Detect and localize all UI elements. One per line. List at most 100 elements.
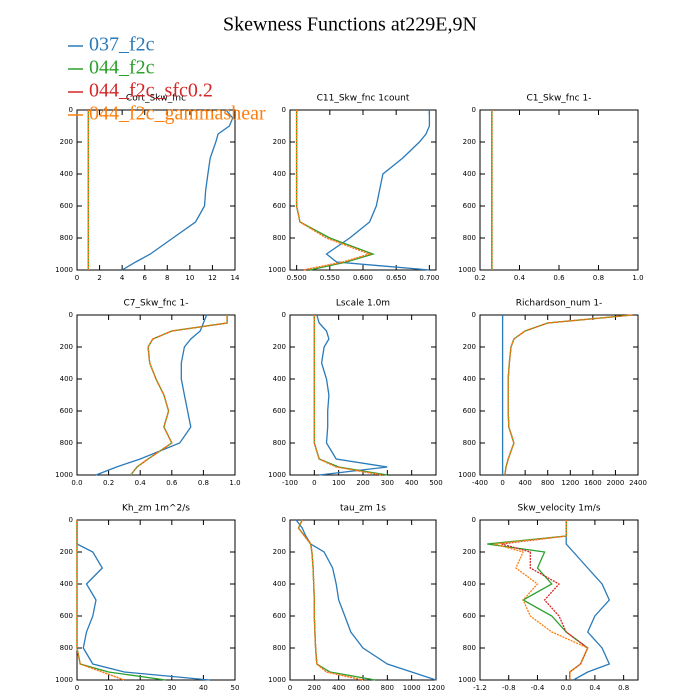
x-tick-label: 0 bbox=[75, 684, 79, 692]
x-tick-label: 0.0 bbox=[561, 684, 572, 692]
x-tick-label: 6 bbox=[142, 274, 147, 282]
y-tick-label: 600 bbox=[273, 407, 286, 415]
profile-line bbox=[295, 110, 376, 271]
y-tick-label: 200 bbox=[60, 138, 73, 146]
panel-title: Cort_Skw_fnc bbox=[126, 94, 186, 104]
plot-frame bbox=[76, 519, 236, 681]
profile-line bbox=[504, 314, 633, 476]
y-tick-label: 0 bbox=[282, 106, 286, 114]
y-tick-label: 1000 bbox=[458, 266, 476, 274]
x-tick-label: 1200 bbox=[427, 684, 445, 692]
profile-line bbox=[121, 109, 234, 271]
y-tick-label: 0 bbox=[472, 516, 476, 524]
x-tick-label: 8 bbox=[165, 274, 169, 282]
figure-title: Skewness Functions at229E,9N bbox=[223, 14, 477, 36]
x-tick-label: 1.0 bbox=[632, 274, 643, 282]
profile-line bbox=[297, 519, 364, 681]
y-tick-label: 200 bbox=[273, 343, 286, 351]
x-tick-label: 0.2 bbox=[474, 274, 485, 282]
y-tick-label: 800 bbox=[273, 644, 286, 652]
panel-title: Kh_zm 1m^2/s bbox=[122, 504, 190, 514]
x-tick-label: 0.600 bbox=[353, 274, 373, 282]
y-tick-label: 600 bbox=[273, 202, 286, 210]
y-tick-label: 200 bbox=[60, 343, 73, 351]
panel-title: C1_Skw_fnc 1- bbox=[527, 94, 592, 104]
plot-frame bbox=[76, 109, 236, 271]
legend-label: 044_f2c bbox=[89, 57, 155, 79]
y-tick-label: 800 bbox=[60, 234, 73, 242]
x-tick-label: 2 bbox=[97, 274, 101, 282]
y-tick-label: 600 bbox=[463, 202, 476, 210]
x-tick-label: 0.8 bbox=[593, 274, 604, 282]
x-tick-label: 0.4 bbox=[135, 479, 147, 487]
y-tick-label: 800 bbox=[463, 439, 476, 447]
y-tick-label: 800 bbox=[60, 644, 73, 652]
profile-line bbox=[565, 520, 611, 681]
y-tick-label: 400 bbox=[60, 375, 73, 383]
x-tick-label: 50 bbox=[231, 684, 240, 692]
x-tick-label: -400 bbox=[472, 479, 488, 487]
profile-line bbox=[130, 315, 228, 476]
profile-line bbox=[76, 520, 166, 681]
plot-frame bbox=[76, 314, 236, 476]
x-tick-label: 30 bbox=[167, 684, 176, 692]
x-tick-label: 0.550 bbox=[320, 274, 340, 282]
x-tick-label: 14 bbox=[231, 274, 240, 282]
x-tick-label: 0 bbox=[312, 479, 316, 487]
x-tick-label: 20 bbox=[136, 684, 145, 692]
legend-label: 044_f2c_gammashear bbox=[89, 103, 266, 125]
legend-label: 044_f2c_sfc0.2 bbox=[89, 80, 213, 102]
profile-line bbox=[297, 519, 364, 681]
panel-title: Skw_velocity 1m/s bbox=[517, 504, 600, 514]
x-tick-label: 12 bbox=[208, 274, 217, 282]
y-tick-label: 200 bbox=[463, 343, 476, 351]
profile-line bbox=[313, 315, 383, 476]
x-tick-label: 1200 bbox=[561, 479, 579, 487]
x-tick-label: 10 bbox=[104, 684, 113, 692]
y-tick-label: 600 bbox=[60, 612, 73, 620]
x-tick-label: 0.500 bbox=[287, 274, 307, 282]
y-tick-label: 200 bbox=[273, 548, 286, 556]
x-tick-label: 0.4 bbox=[514, 274, 526, 282]
y-tick-label: 1000 bbox=[55, 266, 73, 274]
y-tick-label: 0 bbox=[282, 311, 286, 319]
profile-line bbox=[295, 110, 372, 271]
profile-line bbox=[95, 314, 208, 476]
y-tick-label: 400 bbox=[463, 375, 476, 383]
y-tick-label: 600 bbox=[463, 612, 476, 620]
panel-title: Richardson_num 1- bbox=[516, 299, 603, 309]
plot-frame bbox=[479, 314, 639, 476]
x-tick-label: 0.4 bbox=[589, 684, 601, 692]
y-tick-label: 400 bbox=[463, 170, 476, 178]
y-tick-label: 200 bbox=[463, 138, 476, 146]
x-tick-label: 4 bbox=[120, 274, 125, 282]
x-tick-label: 0.6 bbox=[553, 274, 565, 282]
profile-line bbox=[504, 314, 633, 476]
y-tick-label: 0 bbox=[472, 311, 476, 319]
x-tick-label: 0.2 bbox=[103, 479, 114, 487]
profile-line bbox=[295, 110, 372, 271]
profile-line bbox=[130, 315, 228, 476]
x-tick-label: 1000 bbox=[403, 684, 421, 692]
panel-title: C11_Skw_fnc 1count bbox=[317, 94, 410, 104]
x-tick-label: 0.8 bbox=[198, 479, 209, 487]
y-tick-label: 1000 bbox=[458, 676, 476, 684]
x-tick-label: 200 bbox=[356, 479, 369, 487]
y-tick-label: 800 bbox=[273, 234, 286, 242]
x-tick-label: -100 bbox=[282, 479, 298, 487]
y-tick-label: 1000 bbox=[55, 676, 73, 684]
y-tick-label: 400 bbox=[60, 170, 73, 178]
y-tick-label: 0 bbox=[69, 516, 73, 524]
profile-line bbox=[325, 110, 431, 271]
y-tick-label: 600 bbox=[60, 202, 73, 210]
y-tick-label: 0 bbox=[69, 311, 73, 319]
y-tick-label: 0 bbox=[282, 516, 286, 524]
y-tick-label: 400 bbox=[463, 580, 476, 588]
x-tick-label: 800 bbox=[541, 479, 554, 487]
plot-frame bbox=[479, 519, 639, 681]
x-tick-label: 2400 bbox=[629, 479, 647, 487]
profile-line bbox=[130, 315, 228, 476]
panel-title: C7_Skw_fnc 1- bbox=[124, 299, 189, 309]
y-tick-label: 200 bbox=[463, 548, 476, 556]
